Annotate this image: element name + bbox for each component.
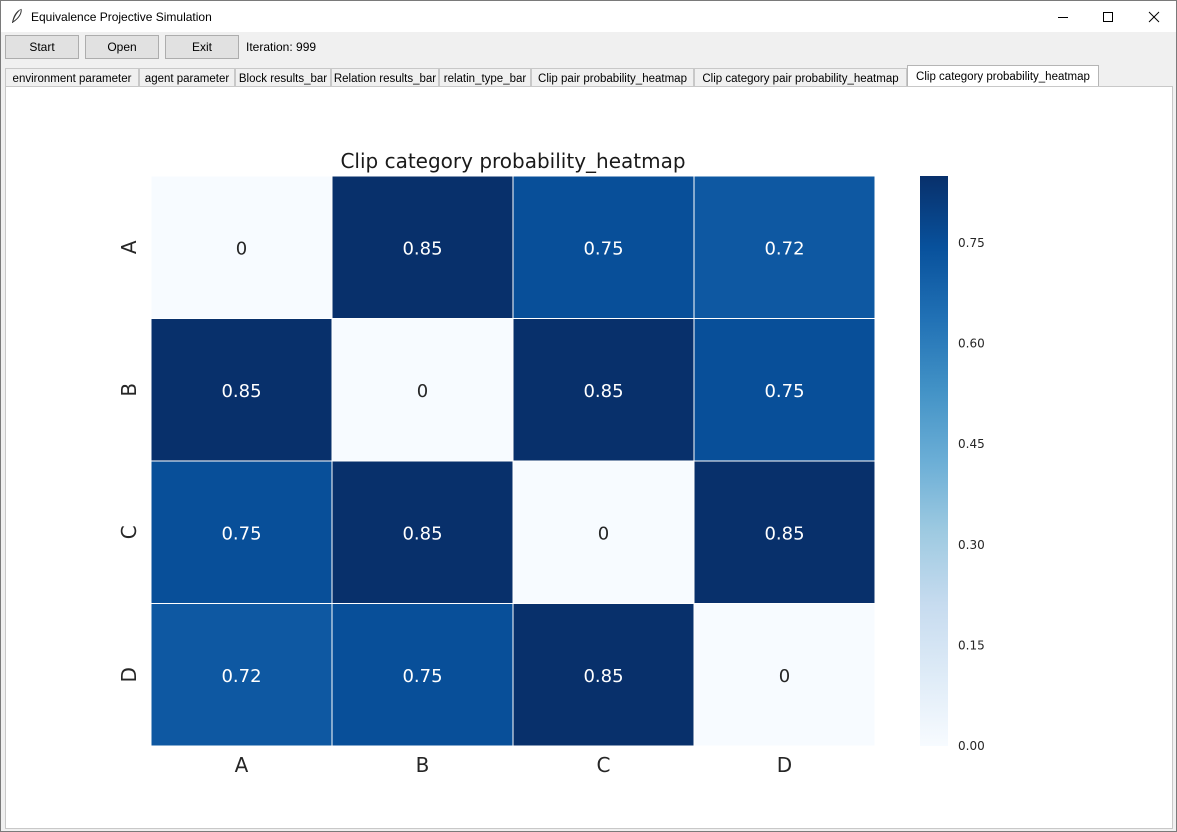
heatmap-cell-label: 0	[236, 238, 247, 259]
heatmap-cell	[512, 318, 695, 462]
heatmap-cell	[150, 460, 333, 604]
tab-environment-parameter[interactable]: environment parameter	[5, 68, 139, 88]
colorbar-tick-label: 0.60	[958, 337, 985, 351]
feather-icon	[12, 8, 22, 23]
y-tick-label: C	[117, 525, 141, 539]
x-tick-label: C	[597, 753, 611, 777]
heatmap-cell	[150, 318, 333, 462]
colorbar-tick-label: 0.00	[958, 739, 985, 753]
heatmap-cell-label: 0.85	[764, 523, 804, 544]
window-title: Equivalence Projective Simulation	[31, 10, 212, 24]
heatmap-cell	[693, 603, 876, 747]
heatmap-cell	[512, 460, 695, 604]
x-tick-label: B	[416, 753, 430, 777]
heatmap-cell	[693, 318, 876, 462]
tab-clip-pair-probability-heatmap[interactable]: Clip pair probability_heatmap	[531, 68, 694, 88]
colorbar-tick-label: 0.75	[958, 236, 985, 250]
heatmap-cell-label: 0.85	[583, 666, 623, 687]
heatmap-cell-label: 0.85	[583, 381, 623, 402]
heatmap-cell-label: 0.72	[764, 238, 804, 259]
chart-title: Clip category probability_heatmap	[340, 149, 685, 173]
y-tick-label: D	[117, 667, 141, 682]
heatmap-cell	[331, 460, 514, 604]
start-button[interactable]: Start	[5, 35, 79, 59]
y-tick-label: A	[117, 240, 141, 254]
colorbar	[920, 176, 948, 746]
heatmap-cell-label: 0.75	[402, 666, 442, 687]
heatmap-cell	[331, 175, 514, 319]
heatmap-cell-label: 0.75	[583, 238, 623, 259]
maximize-button[interactable]	[1085, 1, 1131, 32]
heatmap-cell-label: 0.75	[764, 381, 804, 402]
colorbar-tick-label: 0.45	[958, 437, 985, 451]
tab-clip-category-probability-heatmap[interactable]: Clip category probability_heatmap	[907, 65, 1099, 87]
heatmap-cell	[331, 318, 514, 462]
heatmap-cell-label: 0.85	[221, 381, 261, 402]
tab-relatin-type-bar[interactable]: relatin_type_bar	[439, 68, 531, 88]
heatmap-cell	[150, 175, 333, 319]
heatmap-cell-label: 0	[417, 381, 428, 402]
heatmap-figure: Clip category probability_heatmap 0 0.85 0…	[117, 149, 985, 777]
close-button[interactable]	[1131, 1, 1177, 32]
toolbar: Start Open Exit Iteration: 999	[1, 32, 1176, 62]
exit-button[interactable]: Exit	[165, 35, 239, 59]
heatmap-cell-label: 0.85	[402, 238, 442, 259]
x-tick-label: A	[235, 753, 249, 777]
tab-agent-parameter[interactable]: agent parameter	[139, 68, 235, 88]
heatmap-cell-label: 0	[598, 523, 609, 544]
heatmap-cell-label: 0.72	[221, 666, 261, 687]
iteration-label: Iteration: 999	[246, 40, 317, 54]
minimize-icon	[1058, 16, 1068, 18]
maximize-icon	[1103, 11, 1113, 22]
minimize-button[interactable]	[1040, 1, 1086, 32]
tab-block-results-bar[interactable]: Block results_bar	[235, 68, 331, 88]
tab-relation-results-bar[interactable]: Relation results_bar	[331, 68, 439, 88]
y-tick-label: B	[117, 383, 141, 397]
heatmap-cell	[693, 460, 876, 604]
heatmap-cell	[331, 603, 514, 747]
tab-clip-category-pair-probability-heatmap[interactable]: Clip category pair probability_heatmap	[694, 68, 907, 88]
tab-content-panel: Clip category probability_heatmap 0 0.85 0…	[5, 86, 1173, 829]
heatmap-cell	[512, 603, 695, 747]
heatmap-cell	[693, 175, 876, 319]
close-icon	[1148, 11, 1160, 22]
heatmap-cell-label: 0.85	[402, 523, 442, 544]
heatmap-cell-label: 0	[779, 666, 790, 687]
heatmap-cell-label: 0.75	[221, 523, 261, 544]
open-button[interactable]: Open	[85, 35, 159, 59]
x-tick-label: D	[777, 753, 792, 777]
title-bar: Equivalence Projective Simulation	[1, 1, 1176, 32]
heatmap-cell	[150, 603, 333, 747]
colorbar-tick-label: 0.30	[958, 538, 985, 552]
colorbar-tick-label: 0.15	[958, 638, 985, 652]
